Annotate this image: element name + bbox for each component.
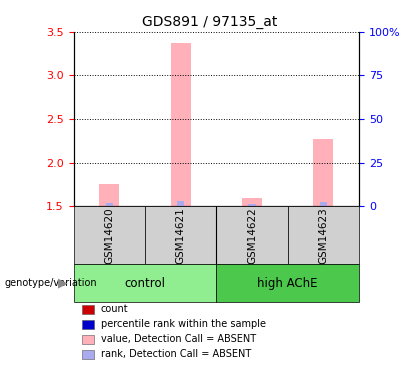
Text: GDS891 / 97135_at: GDS891 / 97135_at: [142, 15, 278, 29]
Text: GSM14621: GSM14621: [176, 207, 186, 264]
Text: percentile rank within the sample: percentile rank within the sample: [101, 320, 266, 329]
Bar: [216, 206, 288, 264]
Bar: [242, 198, 262, 206]
Text: genotype/variation: genotype/variation: [4, 278, 97, 288]
Text: high AChE: high AChE: [257, 277, 318, 290]
Bar: [106, 203, 113, 206]
Bar: [313, 139, 333, 206]
Bar: [249, 204, 255, 206]
Bar: [99, 184, 119, 206]
Bar: [74, 206, 145, 264]
Bar: [145, 206, 216, 264]
Bar: [320, 202, 327, 206]
Text: GSM14620: GSM14620: [104, 207, 114, 264]
Bar: [216, 264, 359, 302]
Bar: [177, 201, 184, 206]
Text: value, Detection Call = ABSENT: value, Detection Call = ABSENT: [101, 334, 256, 344]
Text: rank, Detection Call = ABSENT: rank, Detection Call = ABSENT: [101, 350, 251, 359]
Text: GSM14623: GSM14623: [318, 207, 328, 264]
Text: count: count: [101, 304, 129, 314]
Text: ▶: ▶: [58, 277, 68, 290]
Text: control: control: [124, 277, 165, 290]
Bar: [288, 206, 359, 264]
Bar: [74, 264, 216, 302]
Bar: [171, 43, 191, 206]
Text: GSM14622: GSM14622: [247, 207, 257, 264]
